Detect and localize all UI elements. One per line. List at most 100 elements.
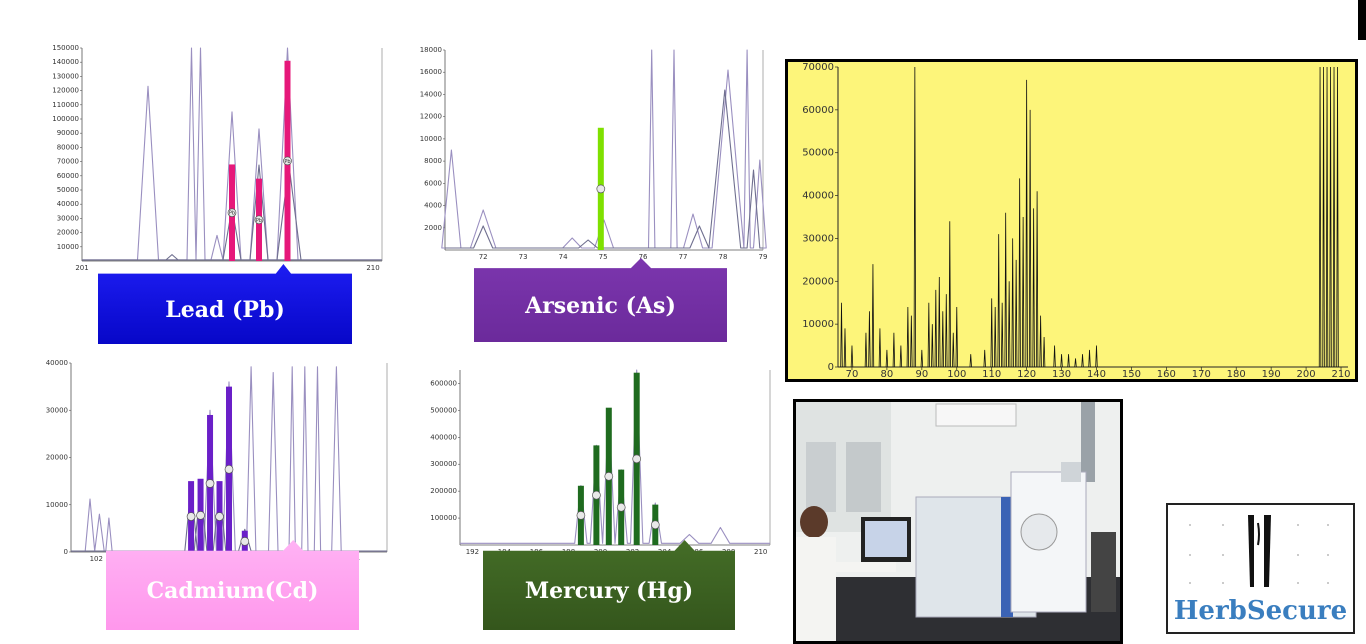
y-tick-label: 0 (828, 362, 834, 373)
y-tick-label: 50000 (802, 148, 834, 159)
peak-marker (632, 454, 642, 464)
y-tick-label: 10000 (57, 243, 79, 251)
peak-marker (196, 511, 205, 520)
spectrum-peak (931, 324, 934, 368)
y-tick-label: 70000 (57, 158, 79, 166)
x-tick-label: 160 (1157, 369, 1176, 379)
y-tick-label: 4000 (424, 202, 442, 210)
y-tick-label: 60000 (802, 105, 834, 116)
cadmium-chart: 01000020000300004000010224 (46, 359, 388, 563)
x-tick-label: 130 (1052, 369, 1071, 379)
y-tick-label: 140000 (52, 58, 79, 66)
y-tick-label: 100000 (52, 115, 79, 123)
spectrum-peak (969, 354, 972, 368)
x-tick-label: 79 (759, 253, 768, 261)
arsenic-label: Arsenic (As) (474, 258, 727, 342)
cadmium-label: Cadmium(Cd) (106, 540, 359, 630)
y-tick-label: 130000 (52, 72, 79, 80)
y-tick-label: 300000 (430, 460, 457, 468)
spectrum-peak (1039, 315, 1042, 368)
peak-marker (592, 490, 601, 500)
spectrum-peak (997, 234, 1000, 368)
x-tick-label: 75 (599, 253, 608, 261)
spectrum-peak (1081, 354, 1084, 368)
spectrum-peak (1000, 302, 1004, 368)
spectrum-peak (941, 311, 944, 368)
spectrum-peak (1021, 216, 1025, 368)
lead-chart: 10000 20000 30000 40000 50000 60000 70000 80000… (52, 44, 383, 272)
spectrum-peak (1067, 354, 1070, 368)
y-tick-label: 18000 (420, 46, 442, 54)
x-tick-label: 192 (466, 548, 479, 556)
y-tick-label: 150000 (52, 44, 79, 52)
x-tick-label: 100 (947, 369, 966, 379)
herbsecure-logo: HerbSecure (1166, 503, 1355, 634)
mercury-label: Mercury (Hg) (483, 540, 735, 630)
spectrum-peak (1325, 66, 1329, 368)
spectrum-peak (850, 345, 854, 368)
spectrum-peak (983, 349, 986, 368)
x-tick-label: 72 (479, 253, 488, 261)
spectrum-peak (1329, 66, 1332, 368)
peak-marker (215, 512, 224, 521)
mercury-chart-panel: 1000002000003000004000005000006000001921… (410, 360, 772, 556)
right-edge-bar (1358, 0, 1366, 644)
peak-marker (186, 512, 196, 521)
y-tick-label: 30000 (57, 214, 79, 222)
x-tick-label: 78 (719, 253, 728, 261)
y-tick-label: 40000 (802, 191, 834, 202)
spectrum-peak (1035, 191, 1039, 368)
y-tick-label: 400000 (430, 433, 457, 441)
y-tick-label: 30000 (46, 406, 68, 414)
y-tick-label: 2000 (424, 224, 442, 232)
spectrum-peak (945, 294, 948, 368)
trace-line (441, 49, 767, 249)
spectrum-peak (1095, 345, 1098, 368)
peak-marker (227, 208, 237, 218)
y-tick-label: 200000 (430, 487, 457, 495)
spectrum-peak (878, 328, 882, 368)
edge-marker (1358, 0, 1366, 40)
x-tick-label: 120 (1017, 369, 1036, 379)
spectrum-peak (990, 298, 993, 368)
spectrum-peak (1332, 66, 1336, 368)
peak-marker-label: Pb (256, 218, 262, 224)
spectrum-peak (927, 302, 931, 368)
y-tick-label: 8000 (424, 157, 442, 165)
x-tick-label: 140 (1087, 369, 1106, 379)
peak-marker (240, 537, 250, 546)
spectrum-peak (1028, 109, 1032, 368)
y-tick-label: 30000 (802, 233, 834, 244)
y-tick-label: 80000 (57, 143, 79, 151)
lead-label: Lead (Pb) (98, 264, 352, 344)
peak-marker (616, 502, 626, 512)
spectrum-peak (1042, 336, 1046, 368)
y-tick-label: 110000 (52, 101, 79, 109)
peak-marker (576, 511, 586, 520)
y-tick-label: 500000 (430, 406, 457, 414)
x-tick-label: 77 (679, 253, 688, 261)
x-tick-label: 90 (915, 369, 928, 379)
y-tick-label: 100000 (430, 514, 457, 522)
spectrum-peak (906, 306, 910, 368)
y-tick-label: 60000 (57, 172, 79, 180)
peak-marker (254, 215, 264, 225)
x-tick-label: 74 (559, 253, 568, 261)
y-tick-label: 12000 (420, 113, 442, 121)
y-tick-label: 40000 (46, 359, 68, 367)
spectrum-peak (1032, 208, 1035, 368)
x-tick-label: 170 (1192, 369, 1211, 379)
y-tick-label: 20000 (57, 229, 79, 237)
x-tick-label: 190 (1262, 369, 1281, 379)
arsenic-chart-panel: 2000 4000 6000 8000 10000 12000 14000 16000 1800… (410, 45, 770, 267)
spectrum-peak (1053, 345, 1056, 368)
x-tick-label: 180 (1227, 369, 1246, 379)
y-tick-label: 50000 (57, 186, 79, 194)
spectrum-peak (952, 332, 955, 368)
spectrum-peak (843, 328, 847, 368)
herb-secure-logo-icon (1189, 515, 1329, 587)
y-tick-label: 10000 (802, 319, 834, 330)
peak-marker-label: Pb (229, 211, 235, 217)
spectrum-peak (864, 332, 868, 368)
peak-marker (650, 520, 660, 530)
